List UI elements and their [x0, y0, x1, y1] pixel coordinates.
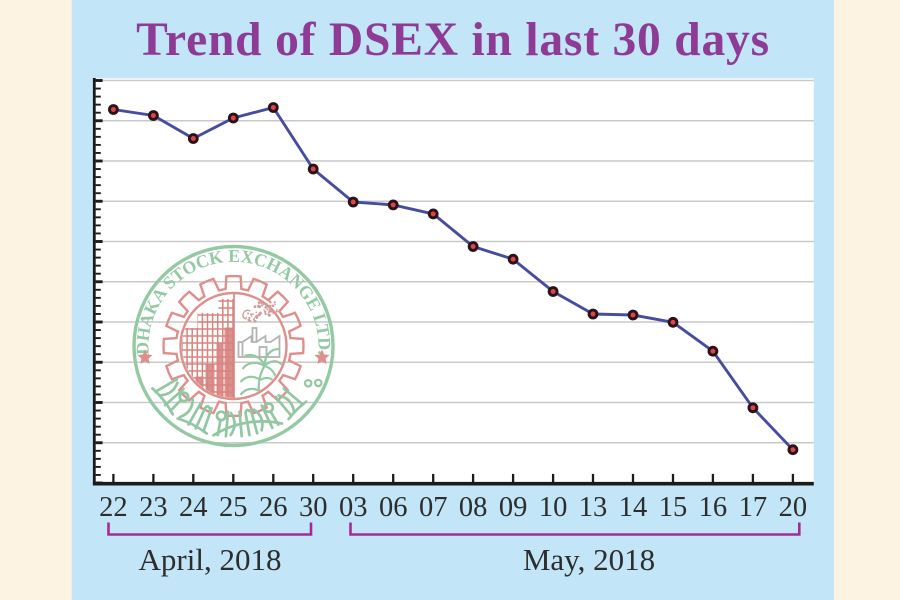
svg-text:14: 14 — [619, 492, 648, 523]
svg-text:26: 26 — [259, 492, 288, 523]
svg-text:22: 22 — [99, 492, 128, 523]
svg-text:16: 16 — [699, 492, 728, 523]
svg-text:15: 15 — [659, 492, 688, 523]
svg-text:03: 03 — [339, 492, 368, 523]
svg-text:23: 23 — [139, 492, 168, 523]
svg-text:13: 13 — [579, 492, 608, 523]
svg-text:April, 2018: April, 2018 — [139, 542, 282, 577]
svg-text:20: 20 — [779, 492, 808, 523]
svg-text:10: 10 — [539, 492, 568, 523]
svg-text:07: 07 — [419, 492, 448, 523]
svg-text:24: 24 — [179, 492, 208, 523]
svg-text:17: 17 — [739, 492, 768, 523]
svg-text:Trend of DSEX in last 30 days: Trend of DSEX in last 30 days — [136, 14, 770, 66]
svg-text:08: 08 — [459, 492, 488, 523]
svg-text:30: 30 — [299, 492, 328, 523]
svg-text:25: 25 — [219, 492, 248, 523]
svg-text:09: 09 — [499, 492, 528, 523]
svg-text:May, 2018: May, 2018 — [523, 542, 655, 577]
svg-text:06: 06 — [379, 492, 408, 523]
